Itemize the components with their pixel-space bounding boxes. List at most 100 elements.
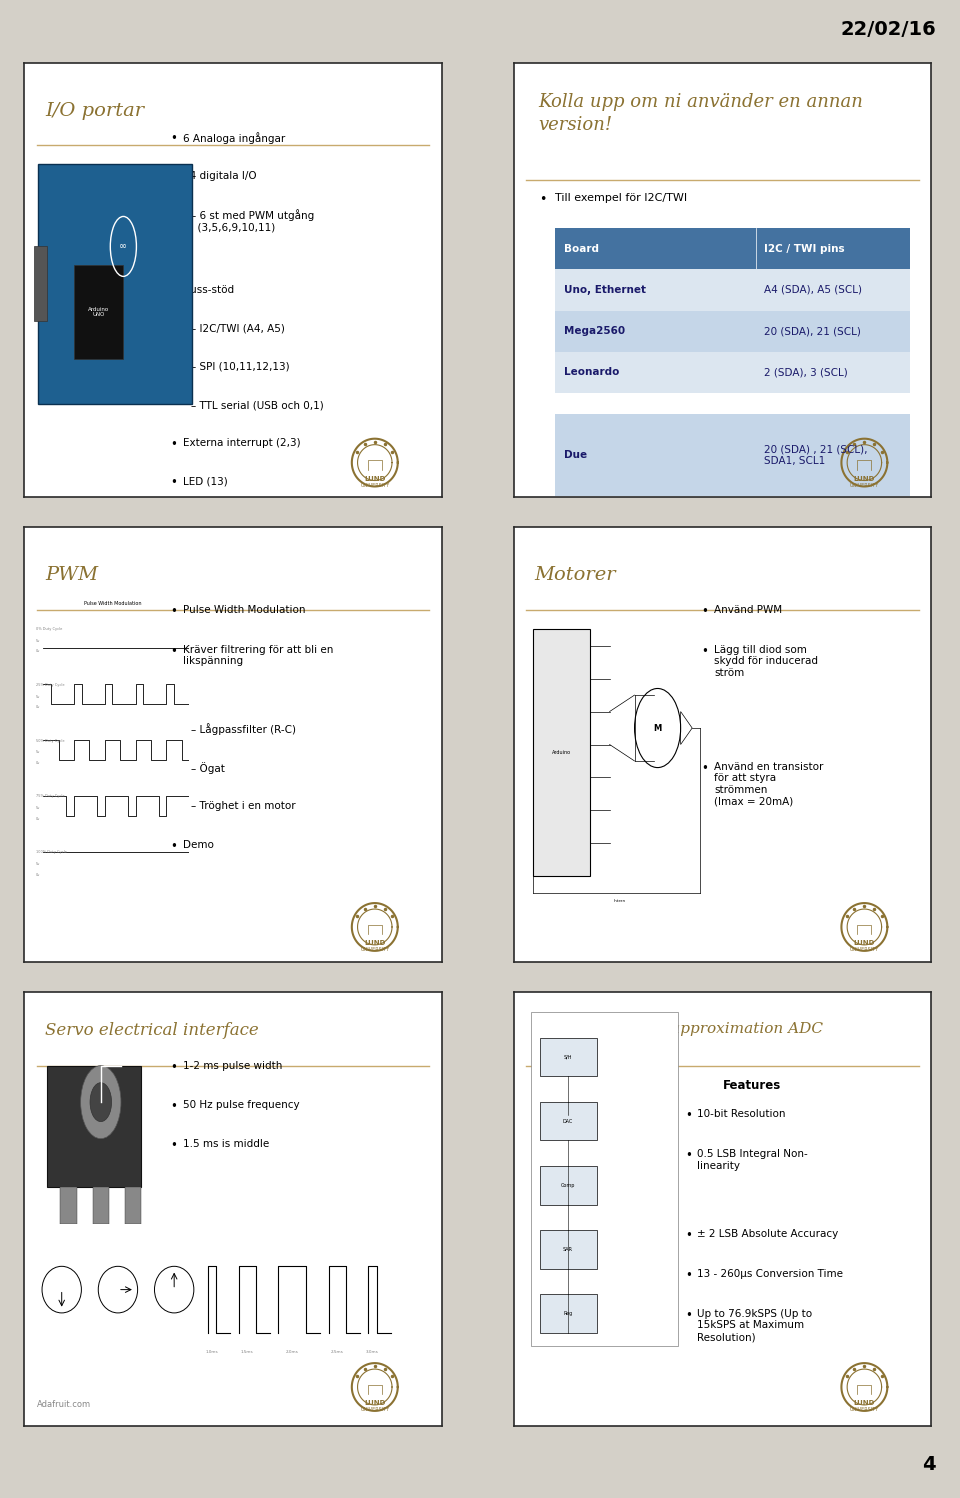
Text: Arduino
UNO: Arduino UNO <box>88 307 109 318</box>
Text: 5v: 5v <box>36 863 40 866</box>
Text: 25% Duty Cycle: 25% Duty Cycle <box>36 683 64 686</box>
Text: 20 (SDA), 21 (SCL): 20 (SDA), 21 (SCL) <box>764 327 861 336</box>
Text: – Lågpassfilter (R-C): – Lågpassfilter (R-C) <box>191 724 296 734</box>
Text: •: • <box>170 171 177 184</box>
Text: 1.0ms: 1.0ms <box>205 1350 219 1354</box>
Text: LUND: LUND <box>853 476 876 482</box>
Text: •: • <box>684 1309 692 1321</box>
Text: Comp: Comp <box>561 1183 575 1188</box>
Text: 50 Hz pulse frequency: 50 Hz pulse frequency <box>182 1100 300 1110</box>
Text: Använd en transistor
för att styra
strömmen
(Imax = 20mA): Använd en transistor för att styra ström… <box>714 762 824 807</box>
Text: •: • <box>170 1100 177 1113</box>
Text: •: • <box>684 1228 692 1242</box>
Text: UNIVERSITY: UNIVERSITY <box>360 1407 390 1413</box>
Text: •: • <box>702 762 708 774</box>
Text: Externa interrupt (2,3): Externa interrupt (2,3) <box>182 439 300 448</box>
Text: Mega2560: Mega2560 <box>564 327 625 336</box>
Text: 0v: 0v <box>36 706 40 709</box>
Text: •: • <box>684 1269 692 1282</box>
Text: UNIVERSITY: UNIVERSITY <box>360 482 390 488</box>
Text: – Ögat: – Ögat <box>191 762 225 774</box>
Text: •: • <box>170 285 177 298</box>
Text: •: • <box>170 132 177 145</box>
FancyBboxPatch shape <box>555 270 910 310</box>
Text: •: • <box>170 605 177 619</box>
Text: 0v: 0v <box>36 649 40 653</box>
Text: Servo electrical interface: Servo electrical interface <box>45 1022 258 1040</box>
Text: 5v: 5v <box>36 750 40 755</box>
Text: 0v: 0v <box>36 761 40 765</box>
Text: Uno, Ethernet: Uno, Ethernet <box>564 285 646 295</box>
Text: Lägg till diod som
skydd för inducerad
ström: Lägg till diod som skydd för inducerad s… <box>714 644 818 677</box>
Text: •: • <box>170 840 177 852</box>
Circle shape <box>90 1083 111 1122</box>
FancyBboxPatch shape <box>555 310 910 352</box>
Text: LUND: LUND <box>853 1401 876 1407</box>
Text: 4: 4 <box>923 1455 936 1474</box>
Text: 2.5ms: 2.5ms <box>331 1350 344 1354</box>
Text: – TTL serial (USB och 0,1): – TTL serial (USB och 0,1) <box>191 400 324 410</box>
Text: •: • <box>702 644 708 658</box>
Text: 0.5 LSB Integral Non-
linearity: 0.5 LSB Integral Non- linearity <box>697 1149 808 1170</box>
Text: DAC: DAC <box>563 1119 573 1124</box>
Text: UNIVERSITY: UNIVERSITY <box>360 947 390 953</box>
Text: LUND: LUND <box>364 941 386 947</box>
Text: Buss-stöd: Buss-stöd <box>182 285 234 295</box>
Text: Arduino: Arduino <box>552 750 571 755</box>
Text: 1.5ms: 1.5ms <box>241 1350 253 1354</box>
Text: – SPI (10,11,12,13): – SPI (10,11,12,13) <box>191 363 290 372</box>
Text: •: • <box>170 1140 177 1152</box>
Text: 2.0ms: 2.0ms <box>286 1350 299 1354</box>
Text: Till exempel för I2C/TWI: Till exempel för I2C/TWI <box>555 193 687 204</box>
Text: 2 (SDA), 3 (SCL): 2 (SDA), 3 (SCL) <box>764 367 848 377</box>
Text: 50% Duty Cycle: 50% Duty Cycle <box>36 739 64 743</box>
Bar <box>540 1165 597 1204</box>
Text: Up to 76.9kSPS (Up to
15kSPS at Maximum
Resolution): Up to 76.9kSPS (Up to 15kSPS at Maximum … <box>697 1309 812 1342</box>
Text: 0v: 0v <box>36 873 40 876</box>
Text: Intern: Intern <box>613 899 625 903</box>
Text: Reg: Reg <box>564 1311 573 1317</box>
Text: – 6 st med PWM utgång
  (3,5,6,9,10,11): – 6 st med PWM utgång (3,5,6,9,10,11) <box>191 208 314 232</box>
Text: Motorer: Motorer <box>535 566 616 584</box>
Text: •: • <box>539 193 546 207</box>
Text: Kolla upp om ni använder en annan
version!: Kolla upp om ni använder en annan versio… <box>539 93 864 133</box>
Bar <box>60 1188 77 1224</box>
Text: 1.5 ms is middle: 1.5 ms is middle <box>182 1140 269 1149</box>
Text: •: • <box>684 1149 692 1162</box>
Bar <box>93 1188 108 1224</box>
Text: UNIVERSITY: UNIVERSITY <box>850 1407 879 1413</box>
Text: I2C / TWI pins: I2C / TWI pins <box>764 244 845 253</box>
Text: – I2C/TWI (A4, A5): – I2C/TWI (A4, A5) <box>191 324 285 334</box>
Text: ± 2 LSB Absolute Accuracy: ± 2 LSB Absolute Accuracy <box>697 1228 839 1239</box>
Text: 10-bit Resolution: 10-bit Resolution <box>697 1109 786 1119</box>
Text: 100% Duty Cycle: 100% Duty Cycle <box>36 851 66 854</box>
Text: ∞: ∞ <box>119 241 128 252</box>
Text: UNIVERSITY: UNIVERSITY <box>850 482 879 488</box>
Text: •: • <box>170 644 177 658</box>
FancyBboxPatch shape <box>555 228 910 270</box>
Text: 13 - 260µs Conversion Time: 13 - 260µs Conversion Time <box>697 1269 843 1279</box>
Text: •: • <box>170 1061 177 1074</box>
Bar <box>47 1065 141 1188</box>
Bar <box>75 265 123 360</box>
Bar <box>540 1230 597 1269</box>
Bar <box>125 1188 141 1224</box>
Text: Pulse Width Modulation: Pulse Width Modulation <box>84 601 141 607</box>
Text: 75% Duty Cycle: 75% Duty Cycle <box>36 794 64 798</box>
Circle shape <box>81 1065 121 1138</box>
Text: 3.0ms: 3.0ms <box>366 1350 379 1354</box>
Text: 5v: 5v <box>36 695 40 698</box>
Text: Demo: Demo <box>182 840 213 849</box>
Bar <box>533 629 590 876</box>
Text: 0v: 0v <box>36 816 40 821</box>
Text: •: • <box>170 439 177 451</box>
Text: M: M <box>654 724 661 733</box>
Text: 5v: 5v <box>36 806 40 810</box>
Text: 20 (SDA) , 21 (SCL),
SDA1, SCL1: 20 (SDA) , 21 (SCL), SDA1, SCL1 <box>764 445 868 466</box>
Bar <box>540 1103 597 1140</box>
Text: 5v: 5v <box>36 638 40 643</box>
Text: 14 digitala I/O: 14 digitala I/O <box>182 171 256 181</box>
Text: SAR: SAR <box>564 1246 573 1252</box>
Text: 0% Duty Cycle: 0% Duty Cycle <box>36 626 61 631</box>
Text: •: • <box>684 1109 692 1122</box>
